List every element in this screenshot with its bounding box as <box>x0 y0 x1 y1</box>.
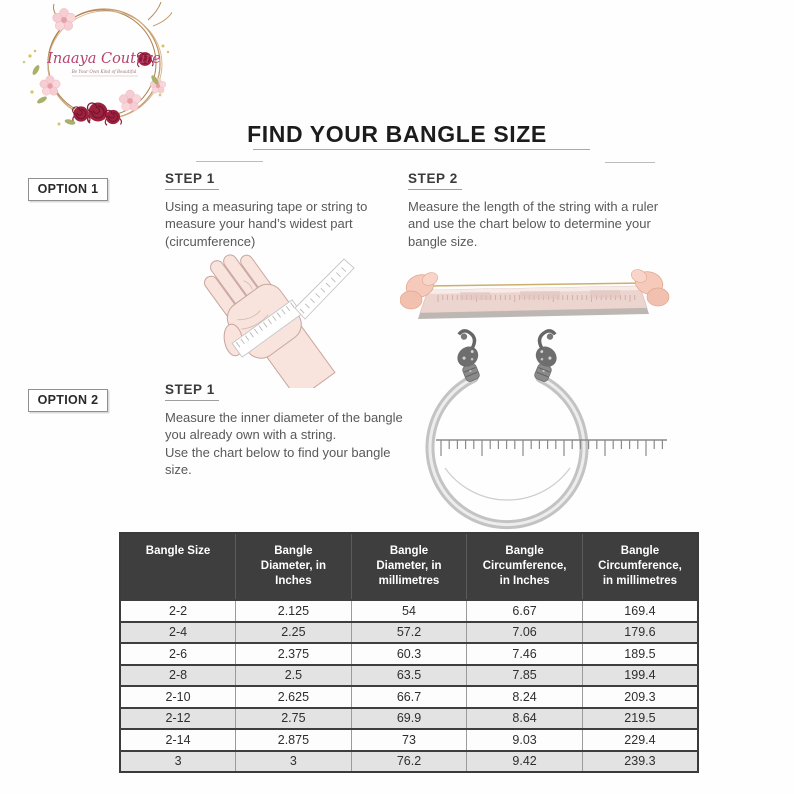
table-cell: 60.3 <box>350 642 467 665</box>
size-table-header-row: Bangle Size Bangle Diameter, in Inches Bangl… <box>120 533 698 600</box>
table-cell: 76.2 <box>350 749 467 772</box>
table-row: 2-14 2.875 73 9.03 229.4 <box>120 728 698 751</box>
hand-measure-illustration <box>203 254 355 388</box>
option1-step1-text: Using a measuring tape or string to meas… <box>165 199 368 249</box>
table-cell: 8.64 <box>466 706 583 729</box>
left-hand-icon <box>400 272 438 310</box>
size-table-head: Bangle Size Bangle Diameter, in Inches Bangl… <box>120 533 698 600</box>
table-cell: 7.85 <box>466 663 583 686</box>
column-header: Bangle Diameter, in millimetres <box>350 533 467 600</box>
option2-step1-text-1: Measure the inner diameter of the bangle… <box>165 410 403 443</box>
page-title: FIND YOUR BANGLE SIZE <box>247 121 547 147</box>
left-divider <box>196 161 263 162</box>
flowers-icon <box>22 7 170 126</box>
title-underline <box>253 149 590 150</box>
column-header: Bangle Size <box>120 533 236 600</box>
table-cell: 9.03 <box>466 728 583 751</box>
table-cell: 169.4 <box>581 599 698 622</box>
table-row: 2-10 2.625 66.7 8.24 209.3 <box>120 685 698 708</box>
table-row: 2-6 2.375 60.3 7.46 189.5 <box>120 642 698 665</box>
table-cell: 69.9 <box>350 706 467 729</box>
table-cell: 2.25 <box>235 620 352 643</box>
option1-step2-text: Measure the length of the string with a … <box>408 199 659 249</box>
table-row: 2-12 2.75 69.9 8.64 219.5 <box>120 706 698 729</box>
table-cell: 239.3 <box>581 749 698 772</box>
table-cell: 54 <box>350 599 467 622</box>
table-cell: 199.4 <box>581 663 698 686</box>
table-cell: 2-6 <box>120 642 236 665</box>
table-cell: 2.5 <box>235 663 352 686</box>
bangle-ruler-illustration <box>425 328 667 529</box>
option1-step1-heading: STEP 1 <box>165 171 219 190</box>
brand-tagline: Be Your Own Kind of Beautiful <box>71 69 137 74</box>
table-cell: 9.42 <box>466 749 583 772</box>
tape-tail-icon <box>294 258 355 320</box>
table-cell: 2.875 <box>235 728 352 751</box>
option1-badge: OPTION 1 <box>28 178 108 201</box>
table-cell: 2.75 <box>235 706 352 729</box>
string-ruler-illustration <box>400 269 670 319</box>
option2-step1-text-2: Use the chart below to find your bangle … <box>165 444 391 477</box>
table-cell: 2-12 <box>120 706 236 729</box>
option2-step1-heading: STEP 1 <box>165 382 219 401</box>
bangle-head-left-icon <box>444 328 491 386</box>
table-cell: 63.5 <box>350 663 467 686</box>
table-cell: 8.24 <box>466 685 583 708</box>
table-cell: 2-2 <box>120 599 236 622</box>
table-cell: 3 <box>235 749 352 772</box>
right-divider <box>605 162 655 163</box>
table-cell: 2.125 <box>235 599 352 622</box>
table-cell: 2-14 <box>120 728 236 751</box>
table-cell: 73 <box>350 728 467 751</box>
column-header: Bangle Circumference, in Inches <box>466 533 583 600</box>
table-cell: 6.67 <box>466 599 583 622</box>
table-row: 3 3 76.2 9.42 239.3 <box>120 749 698 772</box>
size-chart-table: Bangle Size Bangle Diameter, in Inches Bangl… <box>119 532 699 773</box>
table-row: 2-2 2.125 54 6.67 169.4 <box>120 599 698 622</box>
table-cell: 179.6 <box>581 620 698 643</box>
table-cell: 2-10 <box>120 685 236 708</box>
table-cell: 189.5 <box>581 642 698 665</box>
table-row: 2-4 2.25 57.2 7.06 179.6 <box>120 620 698 643</box>
right-hand-icon <box>631 269 670 307</box>
table-cell: 2-8 <box>120 663 236 686</box>
string-icon <box>425 282 647 287</box>
table-cell: 209.3 <box>581 685 698 708</box>
option1-step2-heading: STEP 2 <box>408 171 462 190</box>
option2-badge: OPTION 2 <box>28 389 108 412</box>
column-header: Bangle Circumference, in millimetres <box>581 533 698 600</box>
table-cell: 219.5 <box>581 706 698 729</box>
table-cell: 7.06 <box>466 620 583 643</box>
column-header: Bangle Diameter, in Inches <box>235 533 352 600</box>
table-cell: 229.4 <box>581 728 698 751</box>
table-cell: 7.46 <box>466 642 583 665</box>
table-cell: 2-4 <box>120 620 236 643</box>
table-row: 2-8 2.5 63.5 7.85 199.4 <box>120 663 698 686</box>
size-table-body: 2-2 2.125 54 6.67 169.4 2-4 2.25 57.2 7.06 179.6 2… <box>120 599 698 772</box>
brand-name: Inaaya Couture <box>46 51 161 67</box>
table-cell: 66.7 <box>350 685 467 708</box>
table-cell: 3 <box>120 749 236 772</box>
table-cell: 57.2 <box>350 620 467 643</box>
bangle-head-right-icon <box>523 328 570 386</box>
brand-logo: Inaaya Couture Be Your Own Kind of Beaut… <box>22 1 172 126</box>
table-cell: 2.625 <box>235 685 352 708</box>
table-cell: 2.375 <box>235 642 352 665</box>
